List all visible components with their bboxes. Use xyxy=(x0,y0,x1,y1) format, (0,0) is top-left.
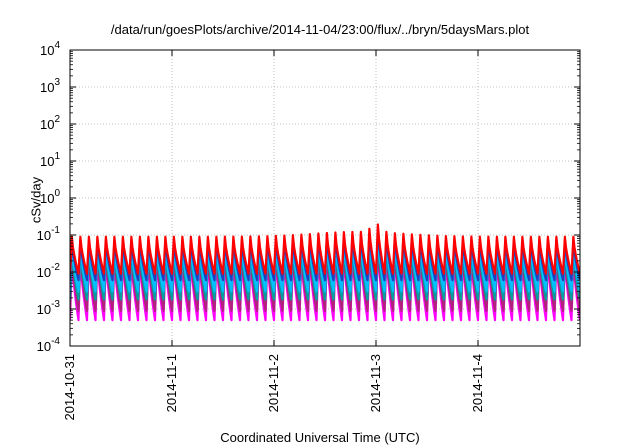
y-tick-label: 10-4 xyxy=(37,336,61,354)
y-tick-label: 10-1 xyxy=(37,225,61,243)
tick-layer: 10-4 10-3 10-2 10-1 100 101 102 103 104 2014-10-3… xyxy=(37,40,580,421)
series-line xyxy=(70,227,580,282)
x-tick-label: 2014-11-1 xyxy=(164,354,179,412)
x-tick-label: 2014-11-2 xyxy=(266,354,281,412)
series-line xyxy=(70,223,580,275)
x-tick-label: 2014-10-31 xyxy=(62,354,77,421)
y-tick-label: 100 xyxy=(40,188,60,206)
y-tick-label: 102 xyxy=(40,114,60,132)
x-axis-label: Coordinated Universal Time (UTC) xyxy=(220,430,420,445)
chart-title: /data/run/goesPlots/archive/2014-11-04/2… xyxy=(110,22,530,37)
series-line xyxy=(70,241,580,312)
y-tick-label: 101 xyxy=(40,151,60,169)
series-line xyxy=(70,232,580,293)
series-line xyxy=(70,243,580,322)
series-line xyxy=(70,236,580,301)
x-tick-label: 2014-11-4 xyxy=(470,354,485,412)
y-tick-label: 104 xyxy=(40,40,60,58)
y-tick-label: 10-3 xyxy=(37,299,61,317)
y-tick-label: 103 xyxy=(40,77,60,95)
y-tick-label: 10-2 xyxy=(37,262,61,280)
x-tick-label: 2014-11-3 xyxy=(368,354,383,412)
series-layer xyxy=(70,223,580,322)
